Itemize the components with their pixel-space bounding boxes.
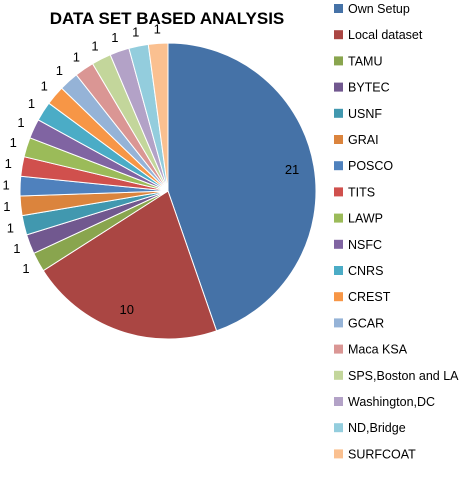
data-label-lawp: 1 [10, 135, 17, 150]
data-label-posco: 1 [2, 178, 9, 193]
pie-slice-surfcoat [147, 42, 169, 192]
legend-swatch [334, 292, 343, 302]
legend-item-cnrs: CNRS [334, 264, 383, 278]
legend-swatch [334, 370, 343, 380]
legend-swatch [334, 423, 343, 433]
legend-label: Local dataset [348, 28, 423, 42]
legend-label: ND,Bridge [348, 421, 406, 435]
legend-swatch [334, 187, 343, 197]
legend-swatch [334, 108, 343, 118]
legend-label: GCAR [348, 316, 384, 330]
data-label-maca-ksa: 1 [73, 49, 80, 64]
pie-slice-own-setup [167, 42, 317, 332]
legend-label: NSFC [348, 238, 382, 252]
data-label-washington-dc: 1 [111, 30, 118, 45]
data-label-grai: 1 [3, 199, 10, 214]
legend-swatch [334, 4, 343, 13]
legend-item-usnf: USNF [334, 107, 382, 121]
data-label-tits: 1 [5, 156, 12, 171]
legend-swatch [334, 239, 343, 249]
data-label-tamu: 1 [22, 261, 29, 276]
legend-label: TITS [348, 185, 375, 199]
legend-label: Own Setup [348, 2, 410, 16]
data-label-local-dataset: 10 [119, 302, 133, 317]
legend-label: TAMU [348, 54, 383, 68]
legend-item-bytec: BYTEC [334, 81, 390, 95]
legend-item-posco: POSCO [334, 159, 393, 173]
legend-label: BYTEC [348, 81, 390, 95]
legend-item-tits: TITS [334, 185, 375, 199]
legend-label: Maca KSA [348, 343, 408, 357]
data-label-nsfc: 1 [17, 115, 24, 130]
data-label-surfcoat: 1 [154, 21, 161, 36]
data-label-bytec: 1 [13, 241, 20, 256]
legend-item-tamu: TAMU [334, 54, 383, 68]
legend-swatch [334, 82, 343, 92]
legend-item-lawp: LAWP [334, 212, 383, 226]
legend-item-crest: CREST [334, 290, 391, 304]
chart-title: DATA SET BASED ANALYSIS [50, 9, 285, 28]
legend-swatch [334, 344, 343, 354]
data-label-own-setup: 21 [285, 162, 299, 177]
legend-item-own-setup: Own Setup [334, 2, 410, 16]
legend-label: USNF [348, 107, 382, 121]
legend-label: SPS,Boston and LA [348, 369, 459, 383]
legend-item-sps-boston-and-la: SPS,Boston and LA [334, 369, 459, 383]
legend-swatch [334, 449, 343, 459]
legend: Own Setup Local dataset TAMU BYTEC USNF GRAI P… [334, 2, 459, 461]
legend-label: GRAI [348, 133, 379, 147]
legend-swatch [334, 397, 343, 406]
legend-item-local-dataset: Local dataset [334, 28, 423, 42]
legend-item-surfcoat: SURFCOAT [334, 447, 416, 461]
legend-label: POSCO [348, 159, 393, 173]
pie-slices [19, 42, 317, 340]
legend-swatch [334, 318, 343, 328]
legend-swatch [334, 161, 343, 171]
pie-slice-local-dataset [42, 190, 218, 340]
data-label-sps-boston-and-la: 1 [91, 38, 98, 53]
legend-label: CREST [348, 290, 391, 304]
data-label-nd-bridge: 1 [132, 24, 139, 39]
legend-swatch [334, 266, 343, 275]
legend-swatch [334, 213, 343, 223]
legend-swatch [334, 135, 343, 144]
legend-item-washington-dc: Washington,DC [334, 395, 435, 409]
legend-item-gcar: GCAR [334, 316, 384, 330]
legend-swatch [334, 56, 343, 66]
legend-label: Washington,DC [348, 395, 435, 409]
data-label-gcar: 1 [56, 63, 63, 78]
legend-item-maca-ksa: Maca KSA [334, 343, 408, 357]
legend-label: LAWP [348, 212, 383, 226]
legend-item-grai: GRAI [334, 133, 379, 147]
legend-swatch [334, 30, 343, 40]
legend-item-nsfc: NSFC [334, 238, 382, 252]
legend-label: CNRS [348, 264, 383, 278]
legend-item-nd-bridge: ND,Bridge [334, 421, 406, 435]
data-label-crest: 1 [41, 78, 48, 93]
data-label-cnrs: 1 [28, 96, 35, 111]
data-label-usnf: 1 [7, 221, 14, 236]
legend-label: SURFCOAT [348, 447, 416, 461]
